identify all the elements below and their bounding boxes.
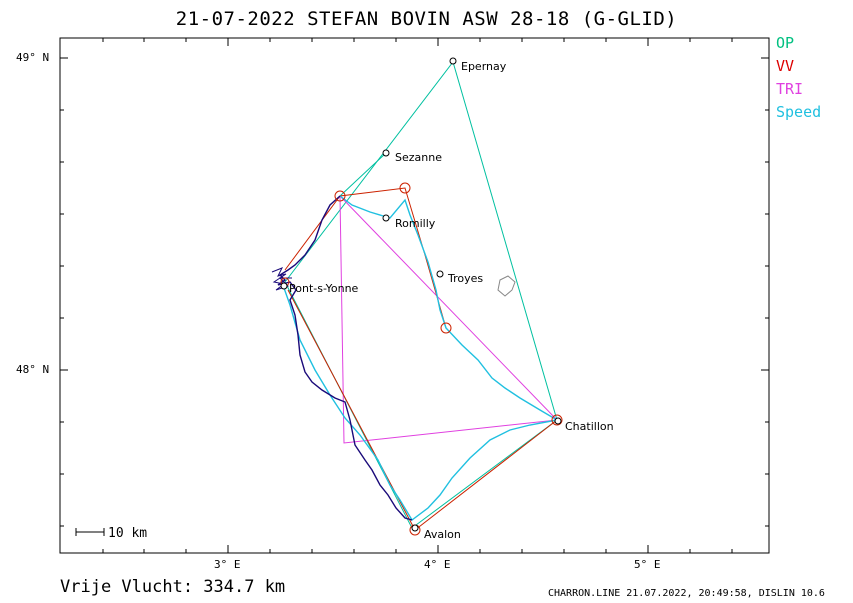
op-route — [284, 60, 558, 529]
op-branch — [339, 152, 387, 197]
lon-label-3: 3° E — [214, 558, 241, 571]
lake-shape — [497, 275, 516, 297]
scale-label: 10 km — [108, 526, 148, 541]
scale-bar — [75, 528, 105, 536]
top-ticks — [102, 38, 733, 46]
legend-tri: TRI — [776, 80, 804, 98]
track-tangle — [271, 267, 292, 291]
right-ticks — [761, 57, 769, 527]
legend-vv: VV — [776, 57, 795, 75]
map-title: 21-07-2022 STEFAN BOVIN ASW 28-18 (G-GLI… — [175, 8, 678, 30]
map-frame — [59, 37, 770, 554]
speed-track — [283, 195, 559, 522]
left-ticks — [60, 57, 68, 527]
place-epernay: Epernay — [461, 60, 507, 73]
place-pont-s-yonne: Pont-s-Yonne — [289, 282, 359, 295]
distance-footer: Vrije Vlucht: 334.7 km — [60, 577, 286, 597]
flight-track — [277, 195, 413, 521]
lon-label-5: 5° E — [634, 558, 661, 571]
legend-speed: Speed — [776, 103, 822, 121]
turnpoint-markers — [280, 182, 563, 536]
place-sezanne: Sezanne — [395, 151, 442, 164]
legend-op: OP — [776, 34, 795, 52]
vv-route-2 — [287, 289, 558, 531]
place-chatillon: Chatillon — [565, 420, 614, 433]
lat-label-49: 49° N — [16, 51, 50, 64]
place-markers — [280, 57, 562, 532]
lat-label-48: 48° N — [16, 363, 50, 376]
credit-footer: CHARRON.LINE 21.07.2022, 20:49:58, DISLI… — [548, 588, 825, 599]
place-troyes: Troyes — [448, 272, 484, 285]
bottom-ticks — [102, 545, 733, 553]
place-romilly: Romilly — [395, 217, 436, 230]
vv-route — [284, 187, 447, 329]
tri-route — [339, 195, 559, 444]
place-avalon: Avalon — [424, 528, 461, 541]
lon-label-4: 4° E — [424, 558, 451, 571]
